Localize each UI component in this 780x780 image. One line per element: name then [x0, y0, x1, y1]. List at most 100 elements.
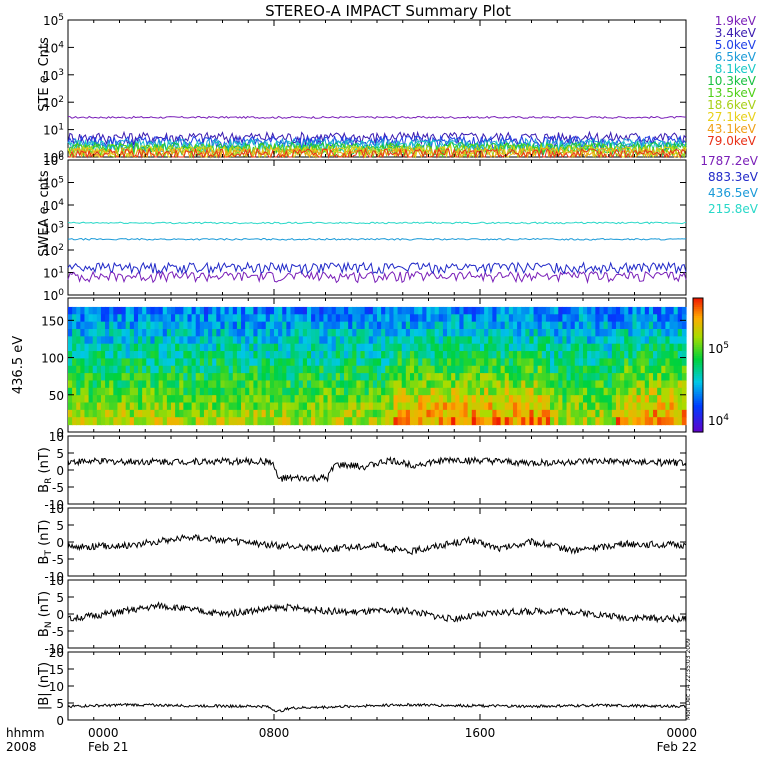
heatmap-cell	[669, 402, 675, 411]
heatmap-cell	[467, 395, 473, 404]
heatmap-cell	[562, 328, 568, 337]
heatmap-cell	[257, 321, 263, 330]
heatmap-cell	[162, 395, 168, 404]
heatmap-cell	[628, 395, 634, 404]
heatmap-cell	[364, 365, 370, 374]
heatmap-cell	[319, 373, 325, 382]
heatmap-cell	[562, 373, 568, 382]
heatmap-cell	[331, 417, 337, 426]
colorbar-cell	[693, 340, 703, 344]
heatmap-cell	[286, 336, 292, 345]
heatmap-cell	[245, 343, 250, 352]
heatmap-cell	[521, 373, 526, 382]
heatmap-cell	[459, 336, 465, 345]
heatmap-cell	[611, 328, 617, 337]
heatmap-cell	[648, 395, 654, 404]
heatmap-cell	[550, 402, 555, 411]
heatmap-cell	[319, 402, 325, 411]
heatmap-cell	[397, 358, 403, 367]
br-ylabel: BR (nT)	[37, 447, 54, 493]
heatmap-cell	[508, 314, 514, 323]
heatmap-cell	[661, 351, 666, 359]
bmag-ytick-label: 20	[49, 646, 64, 660]
heatmap-cell	[315, 351, 320, 359]
heatmap-cell	[315, 321, 320, 330]
heatmap-cell	[162, 373, 168, 382]
heatmap-cell	[96, 402, 102, 411]
heatmap-cell	[381, 365, 386, 374]
heatmap-cell	[426, 321, 432, 330]
heatmap-cell	[591, 328, 596, 337]
bt-ytick-label: 0	[56, 536, 64, 550]
heatmap-cell	[96, 395, 102, 404]
heatmap-cell	[356, 306, 362, 315]
heatmap-cell	[578, 387, 584, 396]
heatmap-cell	[480, 373, 485, 382]
heatmap-cell	[512, 336, 518, 345]
heatmap-cell	[492, 380, 498, 389]
heatmap-cell	[653, 365, 658, 374]
heatmap-cell	[414, 321, 419, 330]
heatmap-cell	[138, 395, 143, 404]
heatmap-cell	[236, 328, 242, 337]
heatmap-cell	[257, 380, 263, 389]
heatmap-cell	[401, 402, 407, 411]
heatmap-cell	[583, 417, 588, 426]
heatmap-cell	[138, 365, 143, 374]
heatmap-cell	[142, 373, 147, 382]
heatmap-cell	[426, 365, 432, 374]
heatmap-cell	[484, 358, 489, 367]
heatmap-cell	[434, 321, 440, 330]
heatmap-cell	[245, 328, 250, 337]
heatmap-cell	[183, 358, 189, 367]
heatmap-cell	[578, 365, 584, 374]
heatmap-cell	[208, 321, 213, 330]
heatmap-cell	[405, 380, 411, 389]
heatmap-cell	[484, 321, 489, 330]
heatmap-cell	[368, 373, 374, 382]
heatmap-cell	[422, 387, 428, 396]
heatmap-cell	[142, 314, 147, 323]
heatmap-cell	[409, 351, 415, 359]
heatmap-cell	[121, 314, 127, 323]
heatmap-cell	[96, 343, 102, 352]
heatmap-cell	[352, 321, 357, 330]
heatmap-cell	[607, 358, 613, 367]
heatmap-cell	[550, 306, 555, 315]
heatmap-cell	[665, 402, 671, 411]
heatmap-cell	[554, 314, 559, 323]
heatmap-cell	[245, 306, 250, 315]
heatmap-cell	[265, 321, 271, 330]
heatmap-cell	[100, 402, 106, 411]
heatmap-cell	[583, 387, 588, 396]
heatmap-cell	[327, 328, 333, 337]
heatmap-cell	[154, 314, 160, 323]
heatmap-cell	[319, 395, 325, 404]
heatmap-cell	[372, 358, 378, 367]
heatmap-cell	[368, 328, 374, 337]
heatmap-cell	[409, 373, 415, 382]
heatmap-cell	[554, 402, 559, 411]
colorbar-cell	[693, 369, 703, 373]
heatmap-cell	[216, 373, 222, 382]
heatmap-cell	[150, 402, 156, 411]
colorbar-cell	[693, 333, 703, 337]
heatmap-cell	[381, 402, 386, 411]
heatmap-cell	[100, 314, 106, 323]
heatmap-cell	[681, 351, 687, 359]
heatmap-cell	[368, 336, 374, 345]
heatmap-cell	[171, 365, 176, 374]
heatmap-cell	[430, 387, 436, 396]
heatmap-cell	[393, 321, 399, 330]
heatmap-cell	[574, 358, 580, 367]
heatmap-cell	[488, 328, 493, 337]
heatmap-cell	[117, 365, 123, 374]
ste-series-line	[67, 130, 687, 147]
heatmap-cell	[381, 409, 386, 418]
heatmap-cell	[228, 351, 234, 359]
heatmap-cell	[327, 373, 333, 382]
heatmap-cell	[541, 351, 547, 359]
heatmap-cell	[599, 402, 605, 411]
heatmap-cell	[578, 351, 584, 359]
heatmap-cell	[665, 328, 671, 337]
